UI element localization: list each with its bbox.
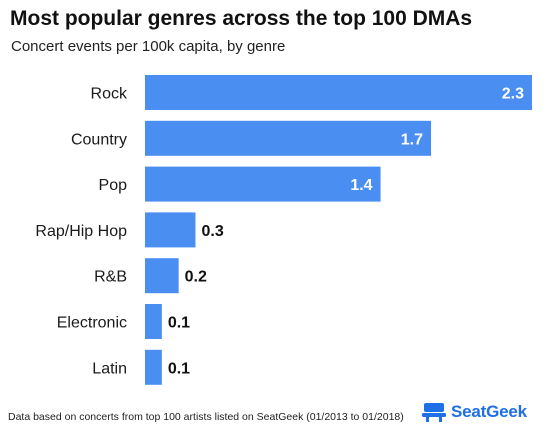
bar-pop <box>145 166 381 202</box>
value-label-rock: 2.3 <box>502 86 524 103</box>
bar-rock <box>145 75 532 110</box>
category-label-rap-hip-hop: Rap/Hip Hop <box>35 223 127 240</box>
category-label-pop: Pop <box>99 177 128 194</box>
value-label-latin: 0.1 <box>168 360 190 377</box>
brand-logo[interactable]: SeatGeek <box>422 402 527 422</box>
category-label-r-b: R&B <box>94 269 127 286</box>
value-label-r-b: 0.2 <box>185 269 207 286</box>
category-label-latin: Latin <box>92 360 127 377</box>
value-label-electronic: 0.1 <box>168 315 190 332</box>
category-label-electronic: Electronic <box>57 315 127 332</box>
value-label-country: 1.7 <box>401 131 423 148</box>
footer-note: Data based on concerts from top 100 arti… <box>8 411 404 423</box>
bar-electronic <box>145 304 162 339</box>
brand-name: SeatGeek <box>451 402 527 421</box>
chart-subtitle: Concert events per 100k capita, by genre <box>11 38 286 55</box>
category-label-country: Country <box>71 131 127 148</box>
seatgeek-chair-icon <box>422 403 446 422</box>
bar-country <box>145 120 432 156</box>
chart-title: Most popular genres across the top 100 D… <box>10 7 473 30</box>
category-label-rock: Rock <box>91 86 128 103</box>
bar-rap-hip-hop <box>145 212 196 248</box>
bar-latin <box>145 349 162 385</box>
bar-r-b <box>145 258 179 294</box>
value-label-rap-hip-hop: 0.3 <box>201 223 223 240</box>
value-label-pop: 1.4 <box>350 177 372 194</box>
